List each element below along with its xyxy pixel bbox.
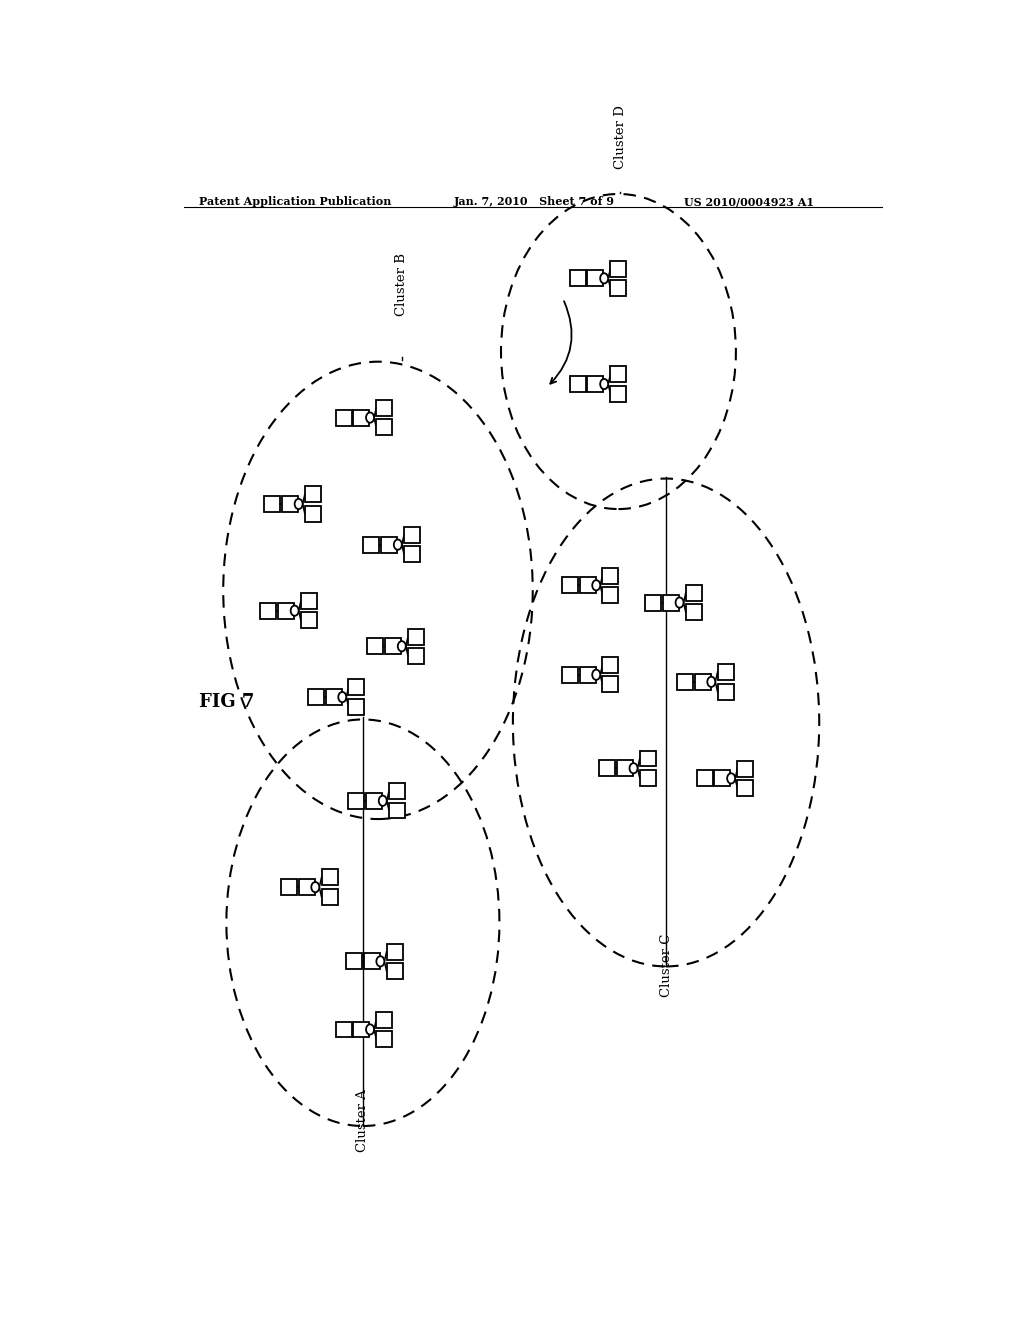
Circle shape	[676, 598, 684, 607]
Bar	[404, 546, 420, 562]
Circle shape	[397, 642, 406, 651]
Bar	[308, 689, 324, 705]
Bar	[299, 879, 314, 895]
Bar	[640, 770, 655, 785]
Circle shape	[600, 379, 608, 389]
Circle shape	[379, 796, 387, 807]
Bar	[376, 420, 392, 436]
Bar	[408, 628, 424, 644]
Bar	[610, 280, 627, 296]
Bar	[367, 793, 382, 809]
Bar	[348, 680, 365, 696]
Bar	[569, 376, 586, 392]
Circle shape	[592, 581, 600, 590]
Bar	[580, 577, 596, 593]
Bar	[389, 783, 404, 799]
Circle shape	[727, 774, 735, 784]
Bar	[718, 664, 733, 680]
Bar	[389, 803, 404, 818]
Bar	[718, 684, 733, 700]
Circle shape	[600, 273, 608, 284]
Bar	[645, 594, 662, 611]
Bar	[353, 1022, 370, 1038]
Bar	[408, 648, 424, 664]
Circle shape	[592, 669, 600, 680]
Circle shape	[366, 412, 374, 422]
Text: Patent Application Publication: Patent Application Publication	[200, 195, 392, 207]
Bar	[376, 1012, 392, 1028]
Bar	[602, 587, 618, 603]
Text: Cluster A: Cluster A	[356, 1089, 370, 1152]
Bar	[694, 675, 711, 690]
Bar	[381, 537, 397, 553]
Text: FIG 7: FIG 7	[200, 693, 255, 711]
Bar	[640, 751, 655, 767]
Bar	[562, 667, 578, 682]
Circle shape	[366, 1024, 374, 1035]
Bar	[385, 639, 401, 655]
Bar	[301, 593, 316, 609]
Text: Cluster B: Cluster B	[395, 253, 409, 315]
Text: Cluster D: Cluster D	[613, 104, 627, 169]
Text: Cluster C: Cluster C	[659, 933, 673, 997]
Bar	[305, 486, 321, 502]
Bar	[376, 1031, 392, 1047]
Circle shape	[291, 606, 299, 616]
Bar	[715, 771, 730, 787]
Bar	[686, 605, 701, 620]
Bar	[278, 603, 294, 619]
Bar	[569, 271, 586, 286]
Bar	[301, 612, 316, 628]
Bar	[610, 367, 627, 383]
Bar	[599, 760, 615, 776]
Circle shape	[630, 763, 638, 774]
Bar	[602, 568, 618, 583]
Circle shape	[394, 540, 401, 549]
Circle shape	[338, 692, 346, 702]
Circle shape	[311, 882, 319, 892]
Bar	[387, 944, 402, 960]
Bar	[322, 888, 338, 904]
Bar	[580, 667, 596, 682]
Bar	[610, 385, 627, 401]
Bar	[588, 271, 603, 286]
Bar	[353, 409, 370, 425]
Bar	[282, 496, 298, 512]
Bar	[562, 577, 578, 593]
Bar	[602, 676, 618, 693]
Bar	[737, 760, 754, 776]
Bar	[260, 603, 276, 619]
Bar	[348, 698, 365, 714]
Bar	[737, 780, 754, 796]
Bar	[322, 870, 338, 886]
Bar	[696, 771, 713, 787]
Bar	[616, 760, 633, 776]
Text: Jan. 7, 2010   Sheet 7 of 9: Jan. 7, 2010 Sheet 7 of 9	[454, 195, 614, 207]
Circle shape	[708, 677, 716, 686]
Bar	[387, 964, 402, 979]
Bar	[376, 400, 392, 416]
Bar	[336, 1022, 351, 1038]
Bar	[305, 506, 321, 521]
Bar	[663, 594, 679, 611]
Bar	[602, 657, 618, 673]
Bar	[346, 953, 361, 969]
Circle shape	[377, 956, 384, 966]
Bar	[404, 527, 420, 543]
Bar	[336, 409, 351, 425]
Bar	[364, 953, 380, 969]
Bar	[348, 793, 365, 809]
Bar	[281, 879, 297, 895]
Bar	[588, 376, 603, 392]
Bar	[364, 537, 379, 553]
Bar	[326, 689, 342, 705]
Bar	[368, 639, 383, 655]
Circle shape	[295, 499, 303, 510]
Bar	[677, 675, 693, 690]
Bar	[686, 585, 701, 601]
Bar	[264, 496, 281, 512]
Text: US 2010/0004923 A1: US 2010/0004923 A1	[684, 195, 813, 207]
Bar	[610, 260, 627, 277]
